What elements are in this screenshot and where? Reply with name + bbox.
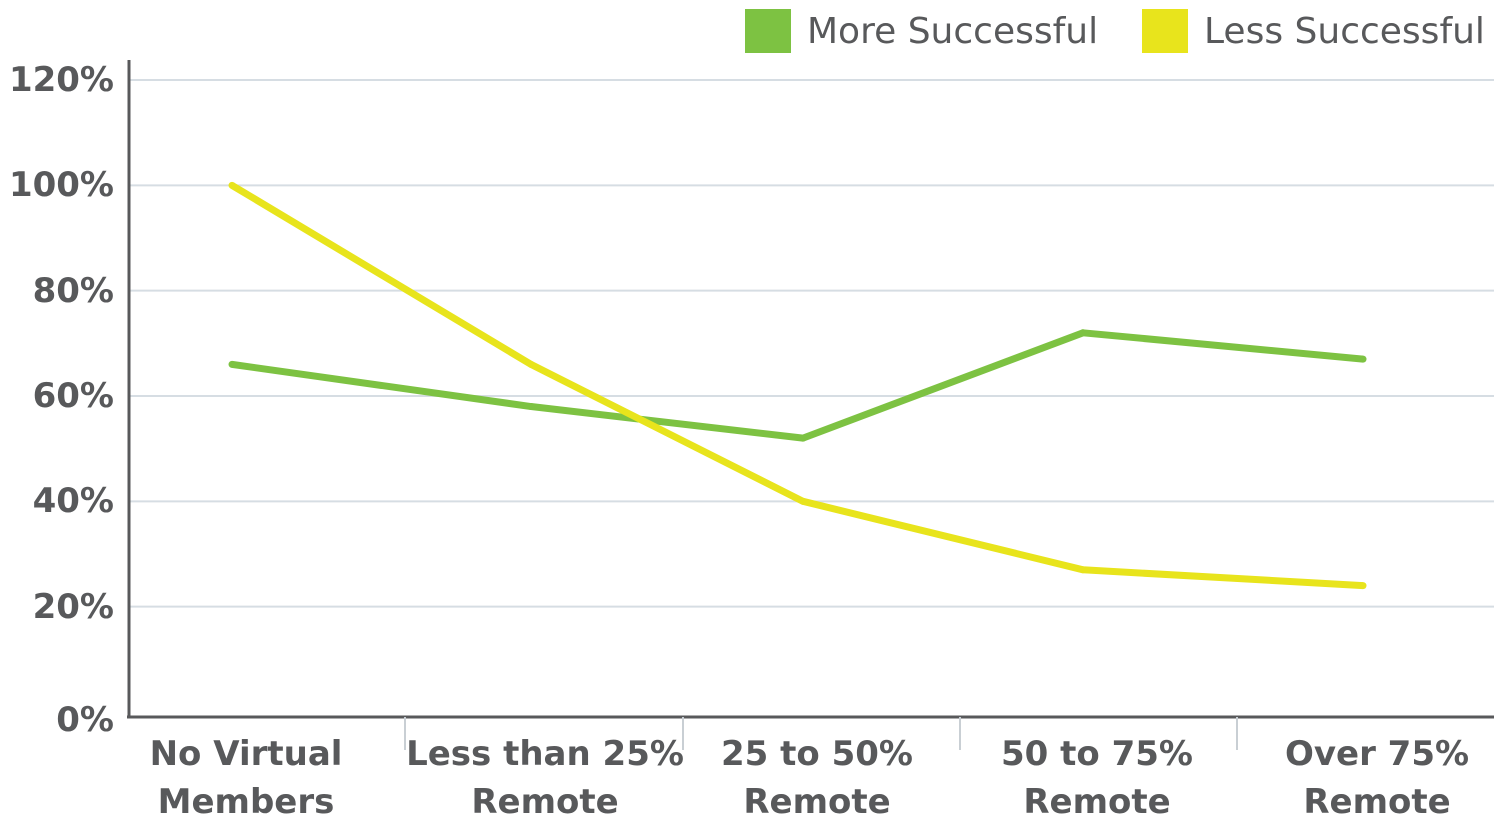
data-point	[1079, 329, 1087, 337]
legend-label-less-successful: Less Successful	[1204, 10, 1485, 52]
y-tick-label: 20%	[32, 586, 114, 627]
series-layer	[228, 181, 1367, 590]
data-point	[799, 434, 807, 442]
y-tick-label: 60%	[32, 376, 114, 416]
y-tick-label: 40%	[32, 481, 114, 522]
x-tick-label: Less than 25% Remote	[406, 734, 684, 822]
data-point	[1359, 355, 1367, 363]
legend-more-successful: More Successful	[745, 8, 1098, 54]
x-tick-label: No Virtual Members	[149, 734, 343, 822]
data-point	[1359, 582, 1367, 590]
data-point	[799, 497, 807, 505]
x-category-dividers	[404, 717, 1238, 750]
x-tick-label: Over 75% Remote	[1284, 734, 1470, 822]
data-point	[1079, 566, 1087, 574]
y-tick-label: 100%	[8, 165, 114, 206]
legend-swatch-less-successful	[1142, 9, 1188, 53]
data-point	[527, 403, 535, 411]
y-tick-label: 0%	[56, 700, 114, 740]
legend-label-more-successful: More Successful	[807, 10, 1099, 52]
y-tick-label: 80%	[32, 270, 114, 311]
legend-less-successful: Less Successful	[1142, 8, 1485, 54]
x-tick-label: 50 to 75% Remote	[1001, 734, 1193, 822]
x-tick-label: 25 to 50% Remote	[721, 734, 913, 822]
series-line-more-successful	[231, 329, 1364, 442]
data-point	[228, 181, 236, 189]
gridlines	[129, 79, 1494, 608]
data-point	[228, 360, 236, 368]
y-tick-label: 120%	[8, 60, 114, 100]
data-point	[527, 360, 535, 368]
legend-swatch-more-successful	[745, 9, 791, 53]
